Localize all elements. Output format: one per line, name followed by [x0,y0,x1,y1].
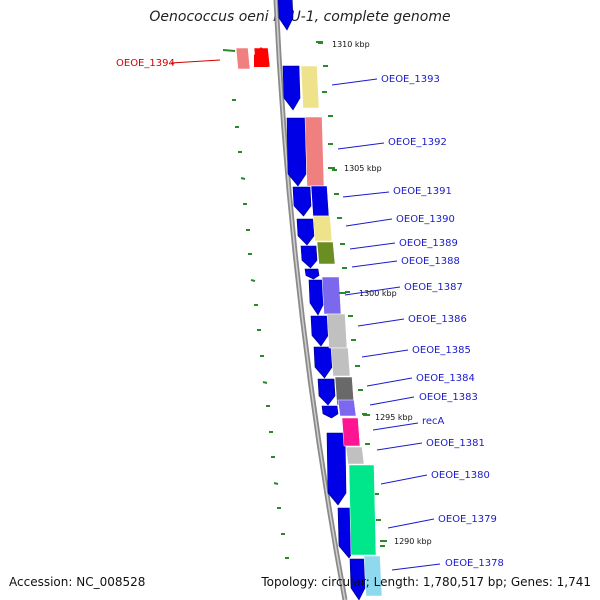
leader-line [372,422,419,431]
highlight-gene-arrow [254,47,268,67]
leader-line [366,377,413,387]
feature-block [348,464,377,556]
gene-label[interactable]: OEOE_1384 [416,373,475,384]
cds-arrow [304,268,320,280]
leader-line [342,191,390,198]
cds-arrow [313,346,333,379]
gene-label[interactable]: OEOE_1387 [404,282,463,293]
feature-block [316,241,336,265]
kbp-label: 1305 kbp [344,164,382,173]
cds-arrow [277,0,294,31]
leader-line [380,474,428,485]
gene-label[interactable]: OEOE_1383 [419,392,478,403]
feature-block [363,555,383,597]
page-title: Oenococcus oeni PSU-1, complete genome [149,9,451,25]
genome-summary-text: Topology: circular; Length: 1,780,517 bp… [261,575,591,589]
gene-label[interactable]: OEOE_1381 [426,438,485,449]
leader-line [391,563,441,571]
feature-block [235,47,251,70]
feature-block [341,417,361,447]
leader-line [349,242,396,250]
tick-mark [262,381,268,384]
feature-block [300,65,320,109]
kbp-label: 1295 kbp [375,413,413,422]
cds-arrow [292,186,312,217]
gene-label[interactable]: OEOE_1380 [431,470,490,481]
gene-label[interactable]: OEOE_1392 [388,137,447,148]
cds-arrow [326,432,347,506]
kbp-label: 1300 kbp [359,289,397,298]
leader-line [376,442,423,451]
tick-mark [240,177,246,180]
leader-line [337,142,385,150]
feature-block [337,399,357,417]
gene-label[interactable]: OEOE_1379 [438,514,497,525]
genome-backbone-highlight [275,0,346,600]
cds-arrow [300,245,318,269]
cds-arrow [308,279,325,316]
leader-line [369,396,415,406]
feature-block [304,116,325,187]
cds-arrow [310,315,329,347]
cds-arrow [286,117,307,187]
gene-label[interactable]: OEOE_1391 [393,186,452,197]
cds-arrow [296,218,315,246]
feature-block [312,215,333,242]
feature-block-track [235,47,383,597]
leader-line [344,286,401,296]
cds-arrow [317,378,336,406]
leader-line [331,78,378,86]
gene-label[interactable]: OEOE_1385 [412,345,471,356]
gene-label[interactable]: OEOE_1393 [381,74,440,85]
gene-label[interactable]: OEOE_1378 [445,558,504,569]
feature-block [321,276,342,315]
feature-block [326,313,348,349]
leader-line [170,59,221,64]
leader-line [351,260,398,268]
leader-line [345,218,393,227]
feature-block [330,347,351,377]
leader-line [357,318,405,327]
kbp-label: 1310 kbp [332,40,370,49]
accession-text: Accession: NC_008528 [9,575,146,589]
gene-label[interactable]: OEOE_1389 [399,238,458,249]
tick-mark [250,279,256,282]
gene-label[interactable]: OEOE_1388 [401,256,460,267]
gene-label[interactable]: OEOE_1386 [408,314,467,325]
gene-label[interactable]: OEOE_1394 [116,58,175,69]
kbp-label: 1290 kbp [394,537,432,546]
cds-arrow [321,405,339,419]
tick-mark [222,49,236,52]
leader-line [387,518,435,529]
gc-tick-marks [222,49,289,559]
cds-arrow [349,558,366,600]
gene-label[interactable]: recA [422,416,445,427]
tick-mark [273,482,279,485]
feature-block [345,446,365,465]
cds-arrow [282,65,301,111]
gene-labels: OEOE_1394 OEOE_1393 OEOE_1392 OEOE_1391 OEOE… [116,58,504,571]
feature-block [310,185,330,217]
kbp-scale: 1310 kbp 1305 kbp 1300 kbp 1295 kbp 1290 kbp [316,40,432,546]
gene-label[interactable]: OEOE_1390 [396,214,455,225]
leader-line [361,349,409,358]
